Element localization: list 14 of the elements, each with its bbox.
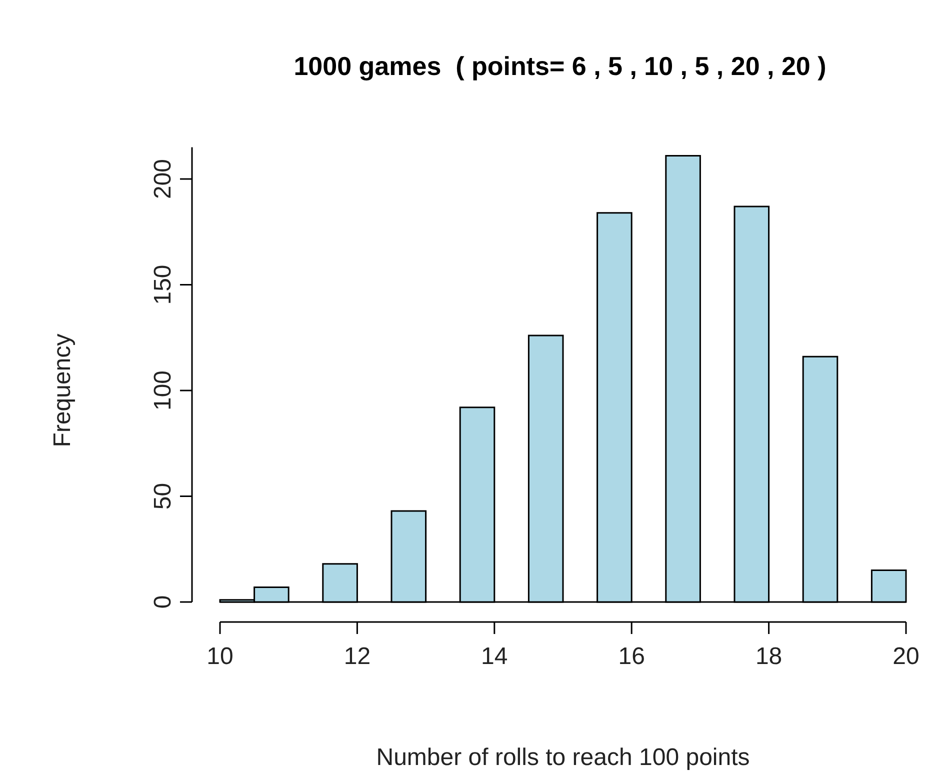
y-axis-title: Frequency (49, 334, 76, 448)
y-tick-label: 200 (149, 158, 176, 200)
chart-title: 1000 games ( points= 6 , 5 , 10 , 5 , 20 , 20 ) (294, 51, 826, 81)
x-tick-label: 10 (206, 643, 234, 670)
x-tick-label: 18 (755, 643, 782, 670)
y-tick-label: 100 (149, 370, 176, 411)
x-tick-label: 14 (481, 643, 508, 670)
y-tick-label: 50 (149, 482, 176, 510)
y-tick-label: 0 (149, 595, 176, 609)
x-tick-label: 16 (618, 643, 645, 670)
x-tick-label: 20 (892, 643, 920, 670)
x-axis-title: Number of rolls to reach 100 points (376, 744, 750, 771)
y-tick-label: 150 (149, 264, 176, 305)
x-tick-label: 12 (344, 643, 371, 670)
